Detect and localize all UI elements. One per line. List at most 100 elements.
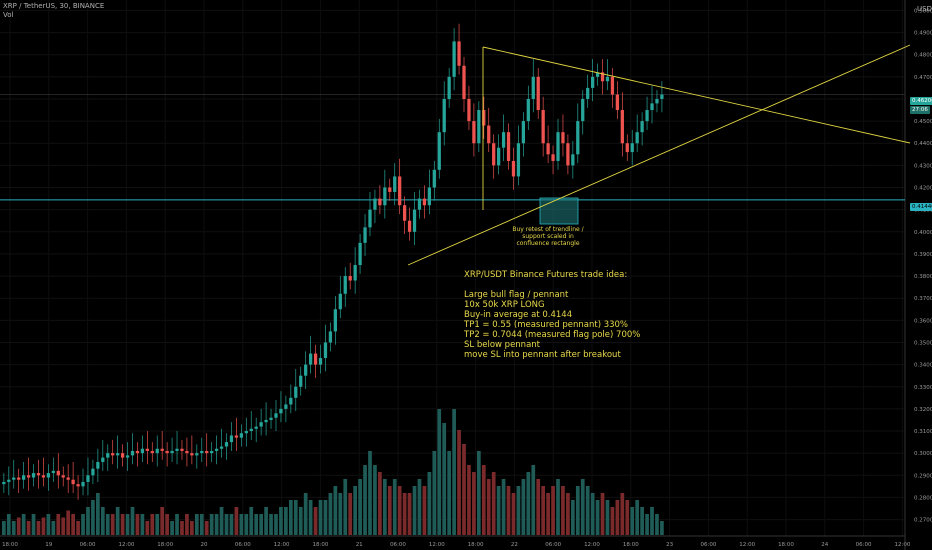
volume-bar [650,507,654,535]
x-tick-label: 24 [821,542,828,548]
y-tick-label: 0.43000 [914,163,932,169]
volume-bar [121,514,125,535]
candle-body [418,199,421,210]
candle-body [631,143,634,152]
y-tick-label: 0.37000 [914,296,932,302]
candle-body [106,453,109,457]
candle-body [487,126,490,144]
pennant-upper-trendline [483,47,910,143]
candle-body [319,358,322,365]
candle-body [210,451,213,453]
x-tick-label: 18:00 [778,542,794,548]
volume-bar [244,514,248,535]
candle-body [279,409,282,413]
candle-body [22,475,25,479]
volume-bar [348,493,352,535]
volume-bar [581,479,585,535]
candle-body [235,435,238,437]
candle-body [457,41,460,65]
candle-body [438,132,441,170]
volume-bar [185,514,189,535]
volume-bar [42,518,46,536]
volume-bar [408,493,412,535]
candle-body [423,199,426,206]
volume-bar [551,486,555,535]
x-tick-label: 22 [511,542,518,548]
volume-bar [47,514,51,535]
volume-bar [81,514,85,535]
y-tick-label: 0.39000 [914,252,932,258]
volume-bar [76,521,80,535]
volume-bar [294,500,298,535]
candle-body [408,221,411,232]
volume-bar [145,521,149,535]
y-tick-label: 0.32000 [914,407,932,413]
candle-body [121,453,124,457]
x-tick-label: 12:00 [274,542,290,548]
volume-bar [517,486,521,535]
volume-bar [71,514,75,535]
volume-bar [512,493,516,535]
candle-body [195,453,198,455]
candle-body [334,309,337,331]
volume-bar [591,493,595,535]
current-price-badge: 0.46200 [910,97,932,105]
volume-bar [437,409,441,535]
candle-body [156,449,159,453]
y-tick-label: 0.47000 [914,75,932,81]
candle-body [170,451,173,453]
volume-bar [457,430,461,535]
candle-body [304,365,307,376]
candle-body [76,484,79,486]
candle-body [413,210,416,232]
candle-body [47,473,50,477]
y-tick-label: 0.28000 [914,495,932,501]
trade-idea-annotation: XRP/USDT Binance Futures trade idea: Lar… [464,270,640,360]
volume-bar [91,500,95,535]
volume-bar [556,479,560,535]
volume-bar [620,493,624,535]
candle-body [566,143,569,165]
candle-body [215,449,218,451]
volume-bar [338,493,342,535]
volume-bar [388,486,392,535]
volume-bar [239,514,243,535]
candle-body [151,451,154,453]
candle-body [527,99,530,121]
x-tick-label: 12:00 [429,542,445,548]
candle-body [363,227,366,242]
x-tick-label: 18:00 [157,542,173,548]
candle-body [403,205,406,220]
volume-bar [324,500,328,535]
volume-bar [106,514,110,535]
x-tick-label: 06:00 [235,542,251,548]
candle-body [571,154,574,165]
volume-bar [482,465,486,535]
volume-bar [329,493,333,535]
volume-bar [32,514,36,535]
volume-bar [150,514,154,535]
volume-bar [428,472,432,535]
candle-body [71,480,74,484]
candle-body [165,451,168,453]
volume-bar [165,514,169,535]
volume-bar [640,507,644,535]
candle-body [185,451,188,453]
volume-bar [136,514,140,535]
x-tick-label: 06:00 [545,542,561,548]
candle-body [443,99,446,132]
volume-bar [334,486,338,535]
candle-body [616,95,619,110]
volume-bar [51,521,55,535]
candle-body [532,77,535,99]
candle-body [477,110,480,143]
volume-bar [383,479,387,535]
candle-body [37,473,40,475]
current-time-badge: 27:06 [910,106,930,114]
volume-bar [447,451,451,535]
volume-bar [655,514,659,535]
candle-body [2,482,5,484]
volume-bar [96,493,100,535]
candle-body [512,161,515,176]
